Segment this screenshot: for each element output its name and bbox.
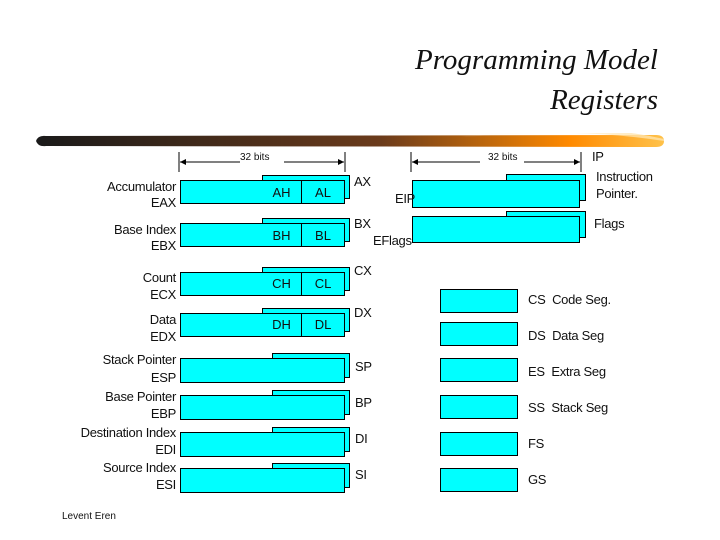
segment-fs-label: FS	[528, 436, 545, 451]
register-ext-eax: EAX	[150, 195, 176, 210]
decorative-swoosh	[36, 133, 664, 147]
register-bh: BH	[272, 228, 291, 243]
register-name-edi: Destination Index	[80, 425, 177, 440]
register-ebx-box	[180, 223, 345, 247]
segment-ss-label: SS Stack Seg	[528, 400, 608, 415]
register-name-ebp: Base Pointer	[105, 389, 176, 404]
register-ecx-box	[180, 272, 345, 296]
register-ext-esp: ESP	[150, 370, 176, 385]
author-footer: Levent Eren	[62, 511, 116, 522]
register-eax-box	[180, 180, 345, 204]
register-short-dx: DX	[354, 305, 372, 320]
register-ext-edx: EDX	[150, 329, 176, 344]
register-eax-divider	[301, 180, 302, 204]
register-ext-edi: EDI	[155, 442, 176, 457]
segment-cs-label: CS Code Seg.	[528, 292, 611, 307]
register-edx-box	[180, 313, 345, 337]
register-ext-ebp: EBP	[150, 406, 176, 421]
register-short-sp: SP	[355, 359, 372, 374]
general-width-label: 32 bits	[240, 152, 270, 163]
register-name-eax: Accumulator	[107, 179, 176, 194]
register-dl: DL	[314, 317, 332, 332]
register-bl: BL	[315, 228, 331, 243]
instruction-pointer-line1: Instruction	[596, 169, 653, 184]
segment-ds-box	[440, 322, 518, 346]
register-short-di: DI	[355, 431, 368, 446]
segment-gs-box	[440, 468, 518, 492]
register-ext-esi: ESI	[155, 477, 176, 492]
segment-es-box	[440, 358, 518, 382]
register-short-bx: BX	[354, 216, 371, 231]
register-name-edx: Data	[149, 312, 177, 327]
register-edx-divider	[301, 313, 302, 337]
register-name-ecx: Count	[142, 270, 177, 285]
segment-ds-label: DS Data Seg	[528, 328, 604, 343]
special-width-label: 32 bits	[488, 152, 518, 163]
register-ext-ebx: EBX	[150, 238, 176, 253]
register-eip-label: EIP	[395, 191, 416, 206]
page-subtitle: Registers	[550, 84, 658, 116]
segment-gs-label: GS	[528, 472, 547, 487]
register-esp-box	[180, 358, 345, 383]
register-short-ax: AX	[354, 174, 371, 189]
register-name-ebx: Base Index	[113, 222, 176, 237]
register-ext-ecx: ECX	[150, 287, 176, 302]
register-dh: DH	[272, 317, 291, 332]
segment-ss-box	[440, 395, 518, 419]
register-eflags-label: EFlags	[373, 233, 412, 248]
register-esi-box	[180, 468, 345, 493]
instruction-pointer-line2: Pointer.	[596, 186, 638, 201]
register-ecx-divider	[301, 272, 302, 296]
register-edi-box	[180, 432, 345, 457]
register-eip-box	[412, 180, 580, 208]
segment-fs-box	[440, 432, 518, 456]
register-short-bp: BP	[355, 395, 372, 410]
special-width-dimension	[410, 152, 582, 172]
register-name-esp: Stack Pointer	[102, 352, 177, 367]
register-cl: CL	[314, 276, 332, 291]
register-ch: CH	[272, 276, 291, 291]
register-al: AL	[315, 185, 331, 200]
register-flags-label: Flags	[594, 216, 625, 231]
register-short-cx: CX	[354, 263, 372, 278]
general-width-dimension	[178, 152, 346, 172]
register-ebx-divider	[301, 223, 302, 247]
register-short-si: SI	[355, 467, 367, 482]
segment-cs-box	[440, 289, 518, 313]
register-eflags-box	[412, 216, 580, 243]
register-name-esi: Source Index	[102, 460, 176, 475]
register-short-ip: IP	[592, 149, 604, 164]
register-ah: AH	[272, 185, 291, 200]
register-ebp-box	[180, 395, 345, 420]
segment-es-label: ES Extra Seg	[528, 364, 606, 379]
page-title: Programming Model	[415, 44, 658, 76]
